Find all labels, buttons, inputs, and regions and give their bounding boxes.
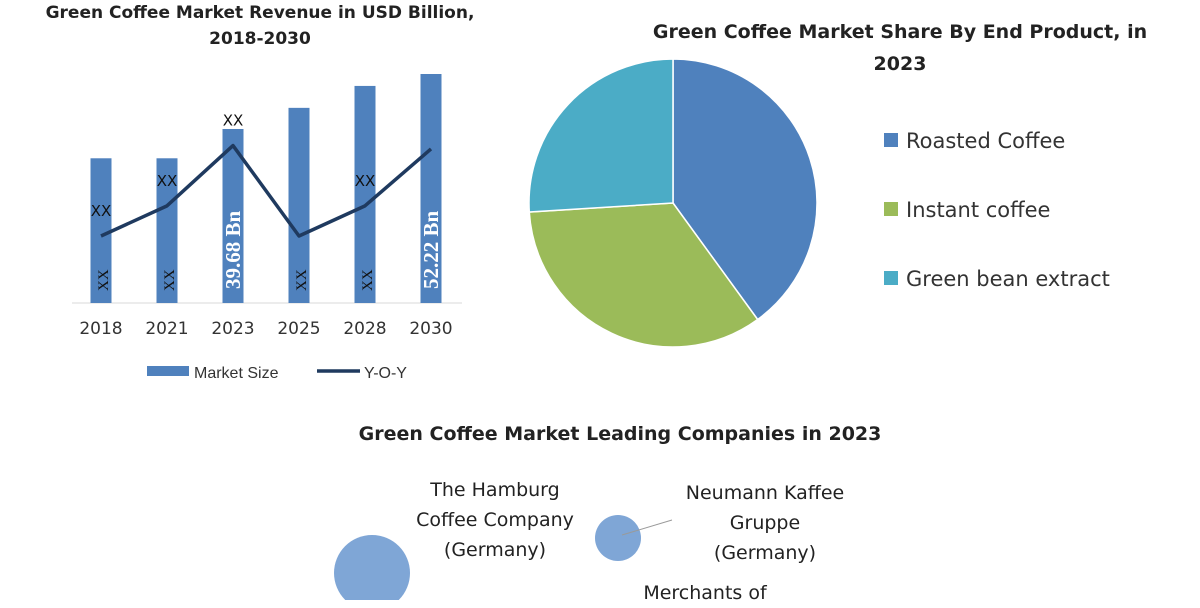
bar-label-2021: XX	[162, 269, 178, 291]
bar-label-2023: 39.68 Bn	[221, 210, 245, 289]
bar-2025	[288, 107, 310, 303]
bar-label-2018: XX	[96, 269, 112, 291]
x-tick-2021: 2021	[145, 319, 188, 339]
company-neumann-line1: Neumann Kaffee	[685, 482, 845, 504]
yoy-label-2028: XX	[355, 172, 376, 190]
company-label-neumann: Neumann Kaffee Gruppe (Germany)	[660, 478, 870, 568]
pie-slice-green-bean-extract	[528, 58, 674, 213]
legend-label-market-size: Market Size	[194, 365, 279, 382]
legend-swatch-instant-coffee	[884, 202, 898, 216]
company-merchants-line1: Merchants of	[643, 582, 767, 604]
x-tick-2028: 2028	[343, 319, 386, 339]
legend-label-roasted-coffee: Roasted Coffee	[906, 129, 1065, 153]
bar-label-2025: XX	[294, 269, 310, 291]
company-hamburg-line1: The Hamburg	[430, 479, 560, 501]
x-tick-2018: 2018	[79, 319, 122, 339]
yoy-label-2018: XX	[91, 202, 112, 220]
company-hamburg-line2: Coffee Company	[416, 509, 574, 531]
yoy-label-2021: XX	[157, 172, 178, 190]
company-hamburg-line3: (Germany)	[443, 539, 547, 561]
bar-2018	[90, 158, 112, 303]
bar-2023	[222, 128, 244, 303]
legend-swatch-roasted-coffee	[884, 133, 898, 147]
pie-chart-title: Green Coffee Market Share By End Product…	[652, 21, 1148, 75]
legend-swatch-market-size	[147, 366, 189, 376]
company-bubble-hamburg	[334, 535, 410, 600]
bar-label-2030: 52.22 Bn	[419, 210, 443, 289]
legend-swatch-green-bean-extract	[884, 271, 898, 285]
yoy-line	[100, 143, 433, 238]
pie-slice-roasted-coffee	[672, 58, 818, 321]
legend-label-yoy: Y-O-Y	[364, 365, 407, 382]
legend-label-instant-coffee: Instant coffee	[906, 198, 1050, 222]
x-tick-2025: 2025	[277, 319, 320, 339]
legend-label-green-bean-extract: Green bean extract	[906, 267, 1110, 291]
company-leader-line-neumann	[621, 519, 673, 536]
yoy-label-2023: XX	[223, 112, 244, 130]
bar-2030	[420, 74, 442, 303]
companies-title: Green Coffee Market Leading Companies in…	[358, 423, 882, 445]
x-tick-2030: 2030	[409, 319, 452, 339]
company-neumann-line3: (Germany)	[713, 542, 817, 564]
company-label-merchants: Merchants of	[610, 578, 800, 608]
bar-2021	[156, 158, 178, 303]
company-bubble-neumann	[595, 515, 641, 561]
bar-chart-title: Green Coffee Market Revenue in USD Billi…	[45, 3, 475, 49]
x-tick-2023: 2023	[211, 319, 254, 339]
bar-2028	[354, 85, 376, 303]
pie-slice-instant-coffee	[528, 202, 759, 348]
company-label-hamburg: The Hamburg Coffee Company (Germany)	[395, 475, 595, 565]
company-neumann-line2: Gruppe	[729, 512, 801, 534]
bar-label-2028: XX	[360, 269, 376, 291]
